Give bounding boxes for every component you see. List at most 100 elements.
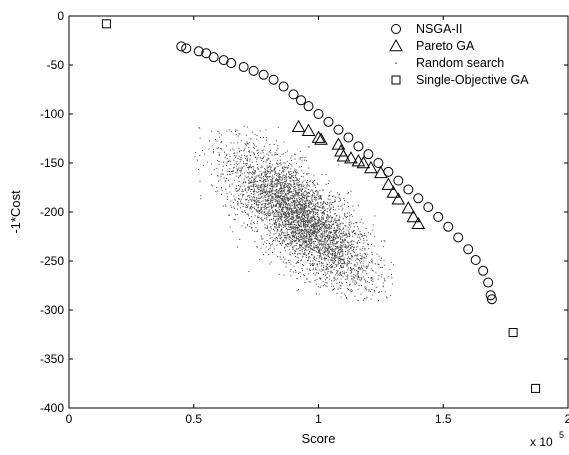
random-search-point — [259, 209, 261, 211]
random-search-point — [323, 205, 325, 207]
random-search-point — [226, 199, 228, 200]
random-search-point — [328, 217, 330, 219]
random-search-point — [293, 225, 295, 227]
random-search-point — [297, 237, 298, 239]
random-search-point — [302, 176, 304, 178]
random-search-point — [284, 204, 286, 206]
random-search-point — [319, 261, 320, 263]
random-search-point — [252, 197, 253, 199]
random-search-point — [248, 188, 250, 190]
random-search-point — [301, 206, 303, 208]
nsga-ii-point — [268, 74, 279, 85]
random-search-point — [248, 186, 250, 188]
pareto-ga-point — [411, 216, 426, 230]
random-search-point — [312, 235, 314, 237]
random-search-point — [308, 236, 310, 238]
random-search-point — [309, 239, 311, 241]
random-search-point — [265, 169, 266, 171]
random-search-point — [256, 199, 258, 201]
random-search-point — [364, 233, 366, 234]
random-search-point — [280, 258, 282, 260]
random-search-point — [254, 190, 255, 192]
random-search-point — [285, 174, 287, 176]
random-search-point — [282, 239, 284, 241]
random-search-point — [308, 203, 310, 204]
random-search-point — [289, 253, 291, 255]
random-search-point — [272, 209, 273, 211]
random-search-point — [310, 249, 312, 251]
random-search-point — [359, 248, 361, 250]
random-search-point — [220, 141, 222, 142]
random-search-point — [211, 163, 212, 165]
random-search-point — [309, 231, 311, 233]
random-search-point — [370, 233, 372, 235]
random-search-point — [229, 191, 231, 193]
random-search-point — [347, 274, 349, 276]
random-search-point — [333, 195, 335, 197]
random-search-point — [320, 233, 322, 235]
random-search-point — [350, 258, 352, 260]
random-search-point — [355, 234, 357, 236]
random-search-point — [302, 188, 304, 190]
random-search-point — [330, 207, 332, 209]
random-search-point — [325, 255, 327, 257]
random-search-point — [261, 219, 263, 221]
random-search-point — [302, 214, 304, 216]
random-search-point — [322, 189, 324, 191]
random-search-point — [330, 190, 332, 192]
random-search-point — [298, 219, 300, 221]
random-search-point — [321, 218, 322, 220]
random-search-point — [293, 207, 295, 209]
random-search-point — [305, 224, 307, 226]
random-search-point — [307, 146, 309, 148]
random-search-point — [248, 201, 250, 203]
random-search-point — [277, 202, 279, 204]
random-search-point — [278, 189, 280, 191]
random-search-point — [260, 185, 262, 187]
random-search-point — [268, 229, 270, 231]
random-search-point — [221, 186, 222, 188]
random-search-point — [309, 268, 311, 270]
random-search-point — [315, 245, 317, 247]
random-search-point — [241, 190, 243, 192]
random-search-point — [242, 191, 244, 192]
random-search-point — [253, 200, 255, 202]
random-search-point — [312, 218, 314, 220]
random-search-point — [320, 277, 322, 279]
random-search-point — [257, 221, 258, 223]
random-search-point — [268, 191, 270, 193]
random-search-point — [310, 232, 312, 234]
random-search-point — [232, 173, 234, 175]
random-search-point — [256, 175, 258, 177]
random-search-point — [357, 253, 359, 255]
random-search-point — [284, 232, 286, 234]
random-search-point — [322, 223, 324, 225]
random-search-point — [358, 275, 360, 277]
single-objective-ga-point — [101, 19, 111, 29]
random-search-point — [320, 233, 322, 235]
random-search-point — [251, 151, 253, 153]
random-search-point — [300, 184, 302, 185]
random-search-point — [320, 270, 322, 272]
random-search-point — [250, 189, 252, 190]
random-search-point — [288, 175, 289, 177]
random-search-point — [353, 240, 355, 242]
random-search-point — [305, 256, 307, 258]
random-search-point — [317, 230, 319, 232]
random-search-point — [302, 264, 304, 266]
random-search-point — [283, 274, 285, 276]
random-search-point — [262, 161, 264, 163]
random-search-point — [265, 196, 267, 198]
random-search-point — [312, 192, 314, 194]
random-search-point — [347, 288, 349, 290]
random-search-point — [272, 239, 274, 241]
random-search-point — [293, 203, 295, 205]
random-search-point — [282, 231, 284, 233]
random-search-point — [266, 178, 268, 180]
random-search-point — [310, 243, 312, 245]
random-search-point — [262, 219, 264, 221]
random-search-point — [311, 202, 312, 204]
random-search-point — [306, 173, 308, 174]
random-search-point — [301, 238, 302, 240]
random-search-point — [390, 261, 392, 263]
